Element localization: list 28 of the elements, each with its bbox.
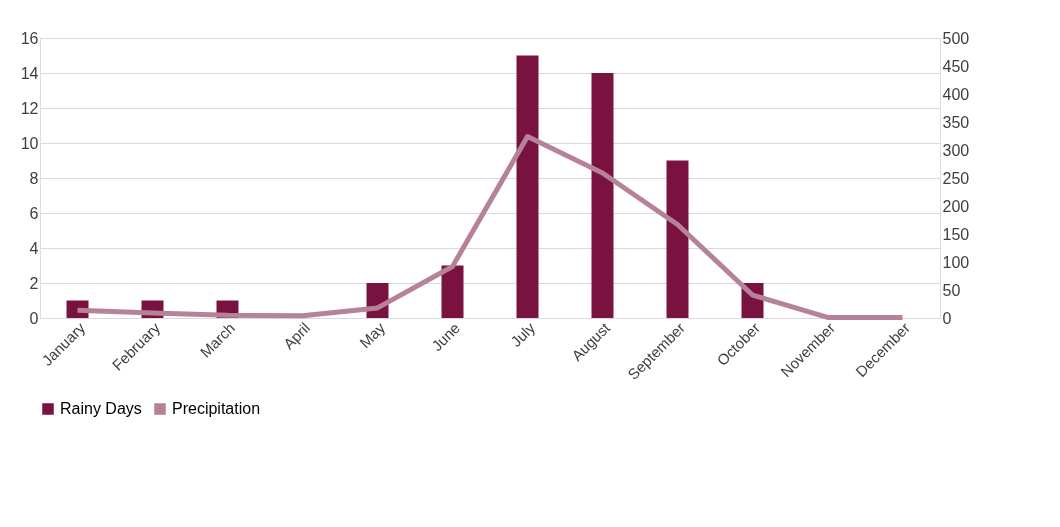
y2-tick-label: 500 [942,29,970,47]
y2-tick-label: 50 [942,281,961,299]
bar [441,265,464,318]
y2-tick-label: 450 [942,57,970,75]
y-tick-label: 16 [20,29,39,47]
y-tick-label: 8 [29,169,39,187]
bar [516,55,539,318]
y-tick-label: 14 [20,64,39,82]
y-tick-label: 12 [20,99,39,117]
x-tick-label: May [356,318,389,352]
y2-tick-label: 100 [942,253,970,271]
y-tick-label: 6 [29,204,39,222]
y2-tick-label: 0 [942,309,952,327]
y-tick-label: 10 [20,134,39,152]
bar [591,73,614,318]
x-tick-label: July [507,318,539,350]
y-tick-label: 2 [29,274,39,292]
y2-tick-label: 250 [942,169,970,187]
y2-tick-label: 150 [942,225,970,243]
y-tick-label: 4 [29,239,39,257]
bar [666,160,689,318]
legend-label: Rainy Days [60,400,142,417]
y2-tick-label: 300 [942,141,970,159]
y2-tick-label: 350 [942,113,970,131]
legend-label: Precipitation [172,400,261,417]
y2-tick-label: 200 [942,197,970,215]
y-tick-label: 0 [29,309,39,327]
y2-tick-label: 400 [942,85,970,103]
